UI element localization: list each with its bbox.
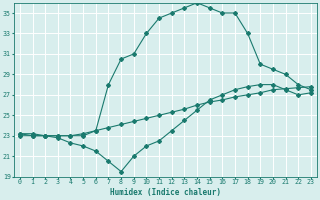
X-axis label: Humidex (Indice chaleur): Humidex (Indice chaleur) — [110, 188, 221, 197]
